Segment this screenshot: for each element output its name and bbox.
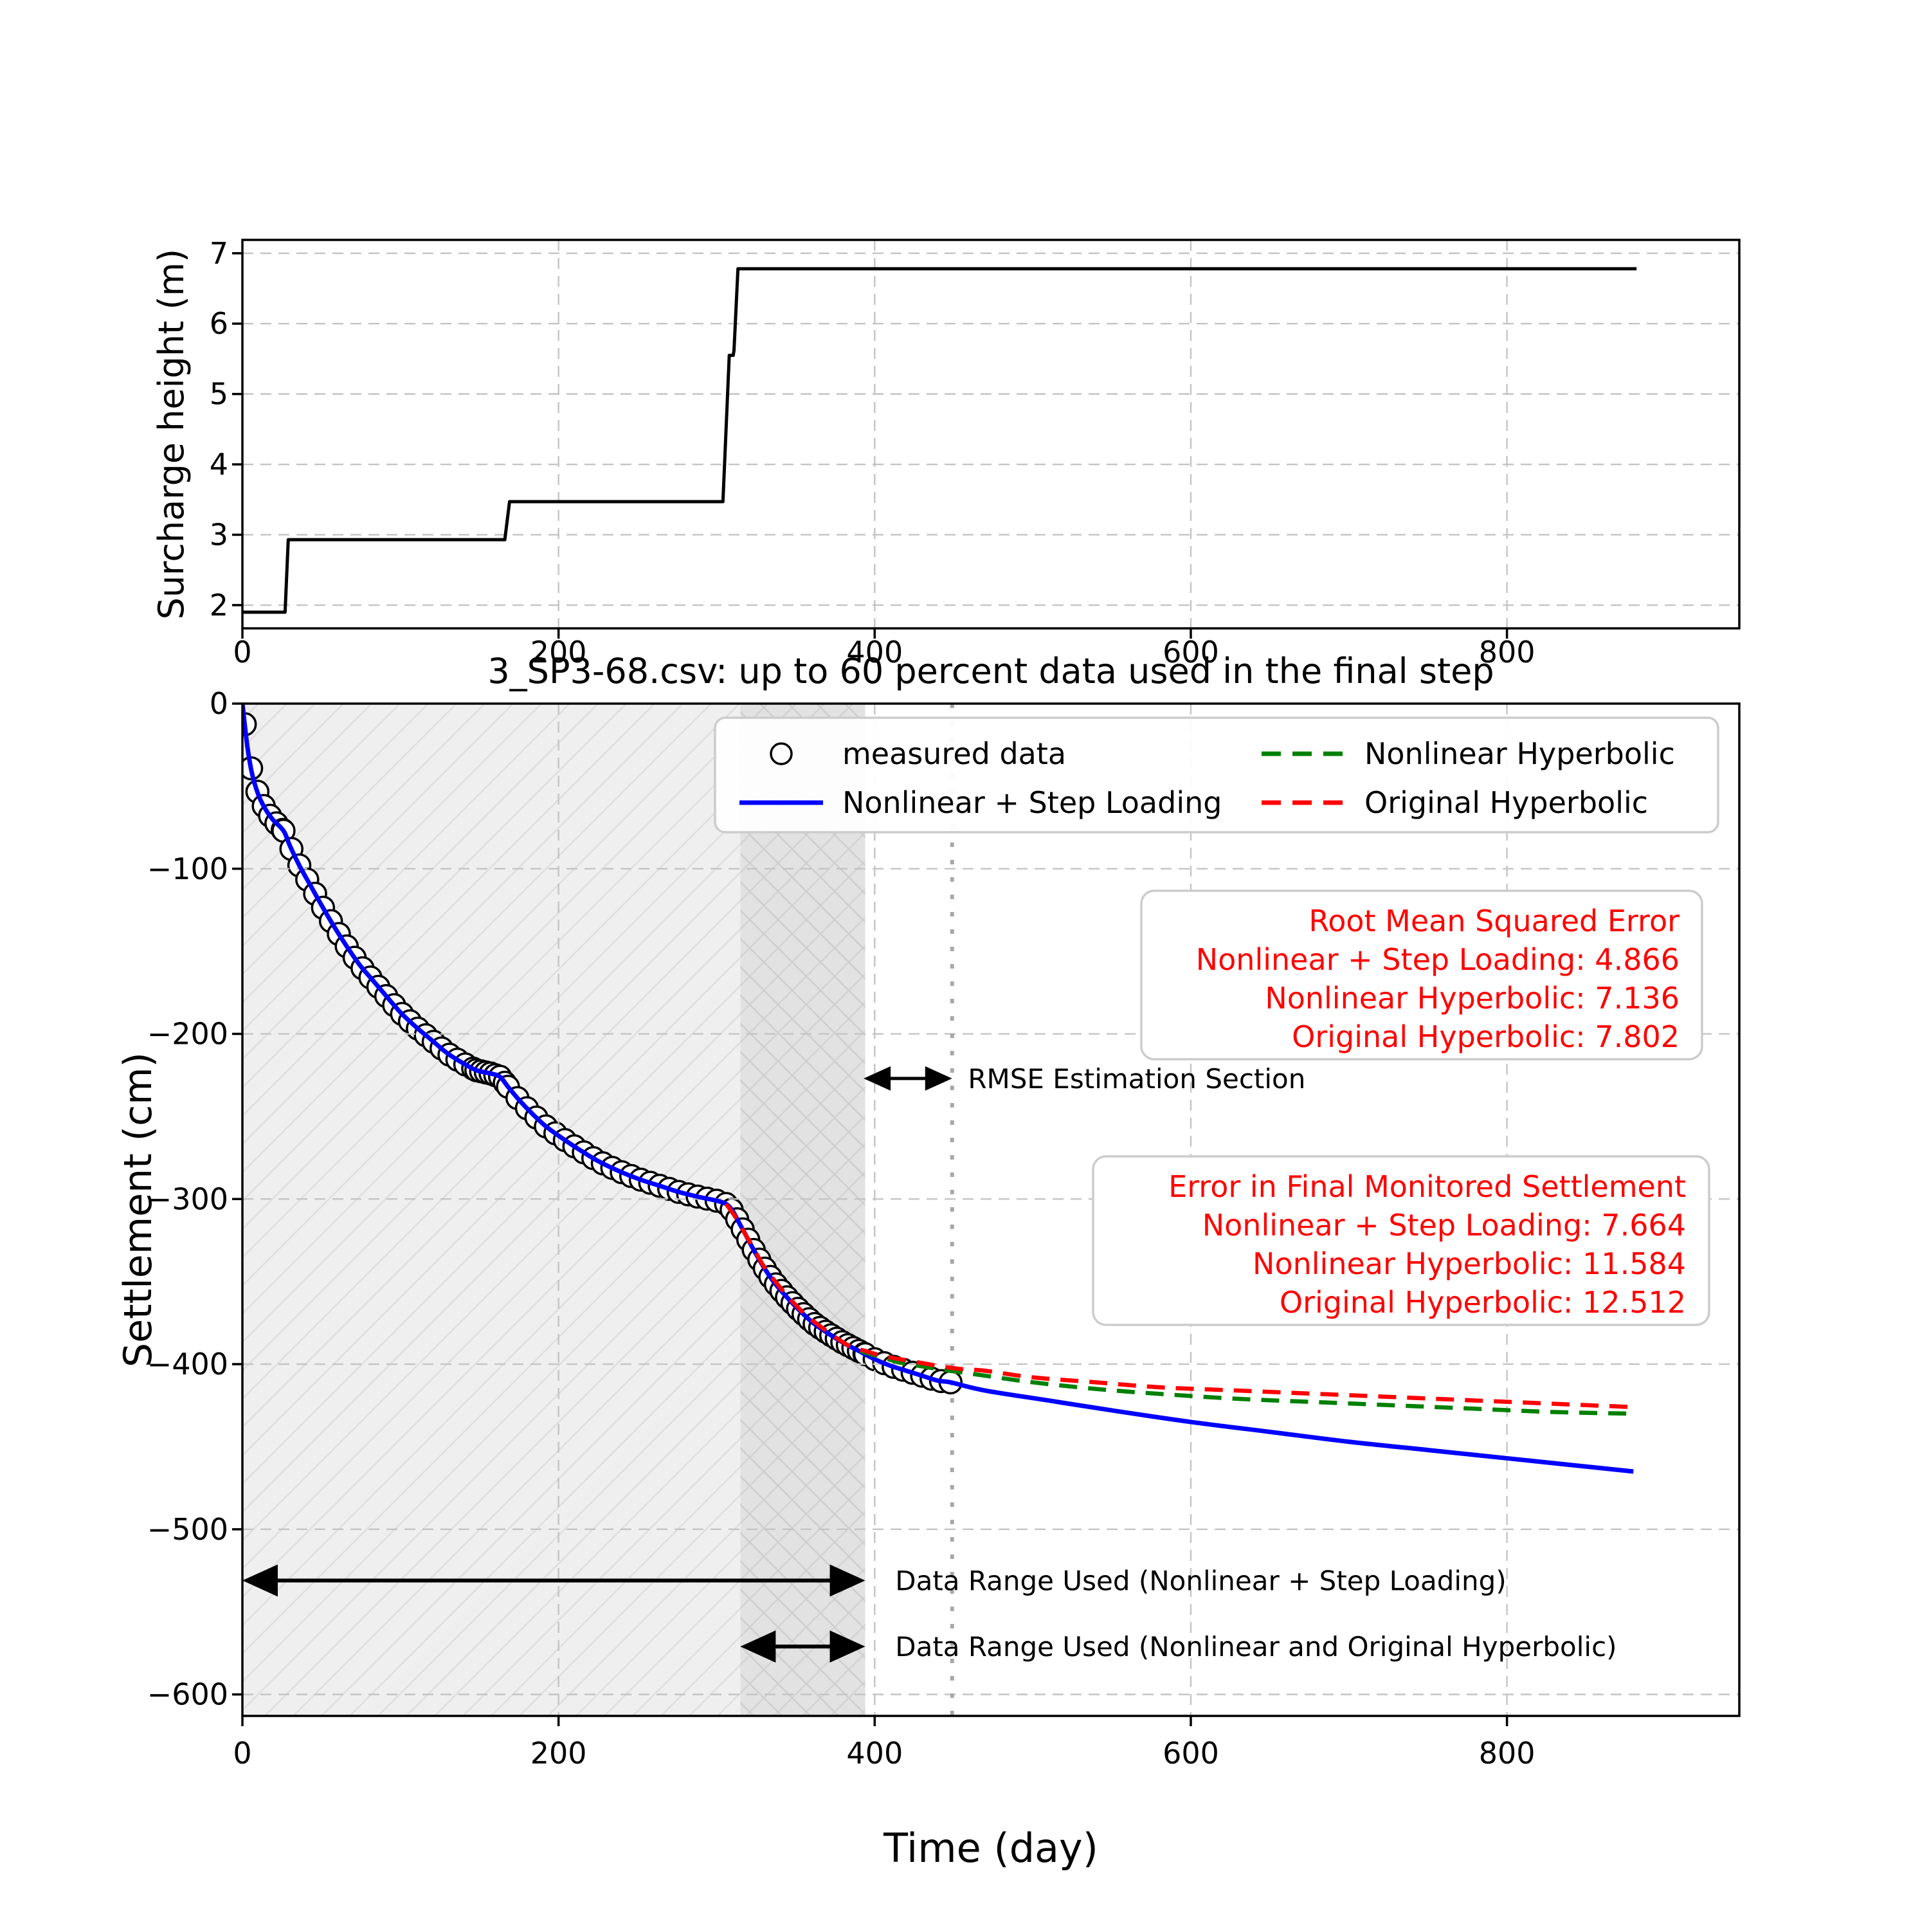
top-xtick-label: 400: [846, 635, 903, 670]
legend-frame: [714, 716, 1719, 834]
final-error-box-frame: [1092, 1155, 1710, 1326]
legend-label: Original Hyperbolic: [1364, 785, 1648, 820]
legend-label: measured data: [842, 736, 1066, 771]
final-error-box-line: Nonlinear Hyperbolic: 11.584: [1253, 1246, 1686, 1281]
annotation-label: Data Range Used (Nonlinear and Original …: [895, 1631, 1617, 1663]
rmse-box-line: Original Hyperbolic: 7.802: [1292, 1019, 1680, 1054]
annotation-label: Data Range Used (Nonlinear + Step Loadin…: [895, 1565, 1506, 1596]
annotation-arrow-1: [242, 1564, 865, 1597]
bottom-xtick-label: 600: [1163, 1736, 1219, 1771]
bottom-xtick-label: 400: [846, 1736, 903, 1771]
rmse-box-line: Root Mean Squared Error: [1309, 904, 1680, 938]
series-original-hyperbolic: [724, 1203, 1634, 1410]
top-ytick-label: 4: [210, 447, 228, 482]
top-ytick-label: 7: [210, 236, 228, 271]
plot-frame-top: [241, 239, 1741, 630]
series-nonlinear-step-loading: [242, 704, 1634, 1474]
bottom-ytick-label: −600: [147, 1677, 228, 1712]
top-ytick-label: 5: [210, 377, 228, 412]
bottom-ytick-label: −100: [147, 852, 228, 886]
bottom-ytick-label: −400: [147, 1347, 228, 1381]
top-xtick-label: 200: [530, 635, 587, 670]
annotation-label: RMSE Estimation Section: [968, 1063, 1305, 1095]
annotation-arrow-0: [864, 1066, 952, 1091]
rmse-box-frame: [1140, 889, 1703, 1061]
settlement-chart: 0 200 400 600 800 0 −100 −200 −300 −400 −500 −600 3_…: [116, 651, 1741, 1872]
bottom-xtick-label: 200: [530, 1736, 587, 1771]
bottom-ytick-label: −200: [147, 1017, 228, 1052]
rmse-box-line: Nonlinear + Step Loading: 4.866: [1196, 942, 1680, 977]
final-error-box-line: Error in Final Monitored Settlement: [1168, 1169, 1686, 1204]
bottom-ytick-label: −300: [147, 1181, 228, 1216]
top-ytick-label: 3: [210, 517, 228, 552]
top-xtick-label: 0: [233, 635, 251, 670]
top-ytick-label: 6: [210, 306, 228, 341]
top-y-axis-title: Surcharge height (m): [151, 249, 192, 619]
surcharge-step-line: [242, 267, 1637, 614]
top-xtick-label: 600: [1163, 635, 1219, 670]
legend: measured data Nonlinear + Step Loading Non…: [714, 716, 1719, 834]
rmse-box-line: Nonlinear Hyperbolic: 7.136: [1265, 981, 1680, 1016]
bottom-ytick-label: −500: [147, 1512, 228, 1547]
fit-range-hatch-1: [740, 704, 865, 1716]
rmse-box: Root Mean Squared Error Nonlinear + Step …: [1140, 889, 1703, 1061]
chart-title: 3_SP3-68.csv: up to 60 percent data used…: [487, 651, 1494, 691]
legend-label: Nonlinear Hyperbolic: [1364, 736, 1675, 771]
y-axis-title: Settlement (cm): [116, 1052, 161, 1367]
bottom-xtick-label: 0: [233, 1736, 251, 1771]
bottom-xtick-label: 800: [1479, 1736, 1535, 1771]
bottom-ytick-label: 0: [210, 686, 228, 721]
final-error-box-line: Original Hyperbolic: 12.512: [1280, 1285, 1686, 1320]
final-error-box: Error in Final Monitored Settlement Nonli…: [1092, 1155, 1710, 1326]
final-error-box-line: Nonlinear + Step Loading: 7.664: [1202, 1208, 1686, 1243]
legend-marker-circle-icon: [770, 742, 793, 765]
top-xtick-label: 800: [1479, 635, 1535, 670]
x-axis-title: Time (day): [883, 1825, 1098, 1872]
plot-frame-bottom: [241, 702, 1741, 1717]
annotation-arrow-2: [740, 1630, 865, 1663]
surcharge-chart: 0 200 400 600 800 2 3 4 5 6 7 Surcharge height (m): [151, 236, 1741, 670]
legend-label: Nonlinear + Step Loading: [842, 785, 1222, 820]
top-ytick-label: 2: [210, 588, 228, 623]
